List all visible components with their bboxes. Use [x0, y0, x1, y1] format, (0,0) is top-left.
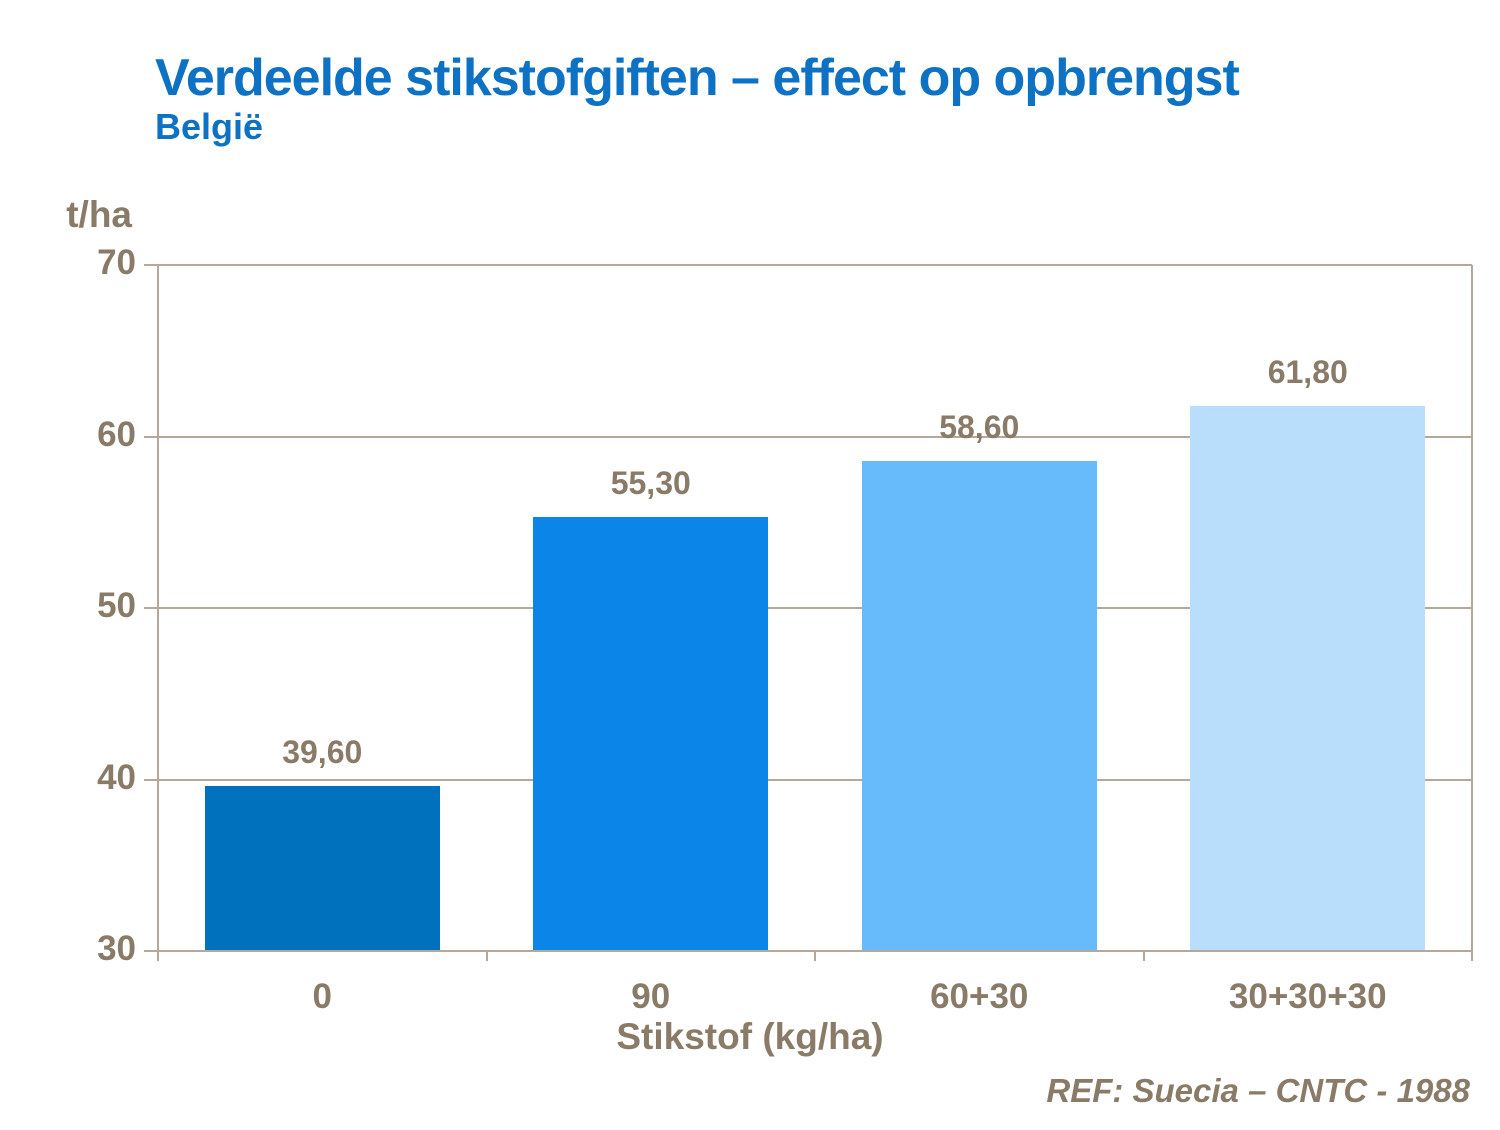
x-category-label-30+30+30: 30+30+30 [1228, 977, 1387, 1016]
x-axis-line [144, 950, 1472, 952]
bar-value-label-60+30: 58,60 [939, 408, 1020, 445]
bar-30+30+30 [1190, 405, 1426, 951]
gridline-y-40 [144, 778, 1472, 781]
x-category-label-60+30: 60+30 [930, 977, 1029, 1016]
x-axis-tick-2 [814, 951, 816, 961]
y-axis-line [157, 265, 159, 961]
chart-title: Verdeelde stikstofgiften – effect op opb… [155, 49, 1240, 107]
y-tick-label-60: 60 [97, 414, 136, 454]
bar-value-label-30+30+30: 61,80 [1267, 353, 1348, 390]
gridline-y-70 [144, 264, 1472, 266]
gridline-y-50 [144, 607, 1472, 609]
y-axis-unit-label: t/ha [66, 194, 132, 235]
x-axis-tick-3 [1142, 951, 1145, 961]
y-tick-label-50: 50 [97, 586, 136, 625]
bar-90 [533, 517, 769, 951]
bar-60+30 [861, 460, 1097, 951]
chart-subtitle: België [155, 106, 264, 147]
x-axis-title: Stikstof (kg/ha) [616, 1016, 884, 1057]
y-tick-label-30: 30 [97, 929, 136, 968]
gridline-y-60 [144, 435, 1472, 438]
bar-value-label-90: 55,30 [610, 465, 691, 502]
bar-0 [204, 786, 440, 951]
source-reference: REF: Suecia – CNTC - 1988 [1046, 1072, 1470, 1109]
plot-right-border [1471, 265, 1473, 961]
y-tick-label-40: 40 [97, 757, 136, 797]
x-category-label-0: 0 [312, 977, 332, 1016]
bar-value-label-0: 39,60 [282, 734, 363, 771]
y-tick-label-70: 70 [97, 243, 136, 282]
x-axis-tick-1 [485, 951, 488, 961]
x-category-label-90: 90 [631, 977, 671, 1016]
